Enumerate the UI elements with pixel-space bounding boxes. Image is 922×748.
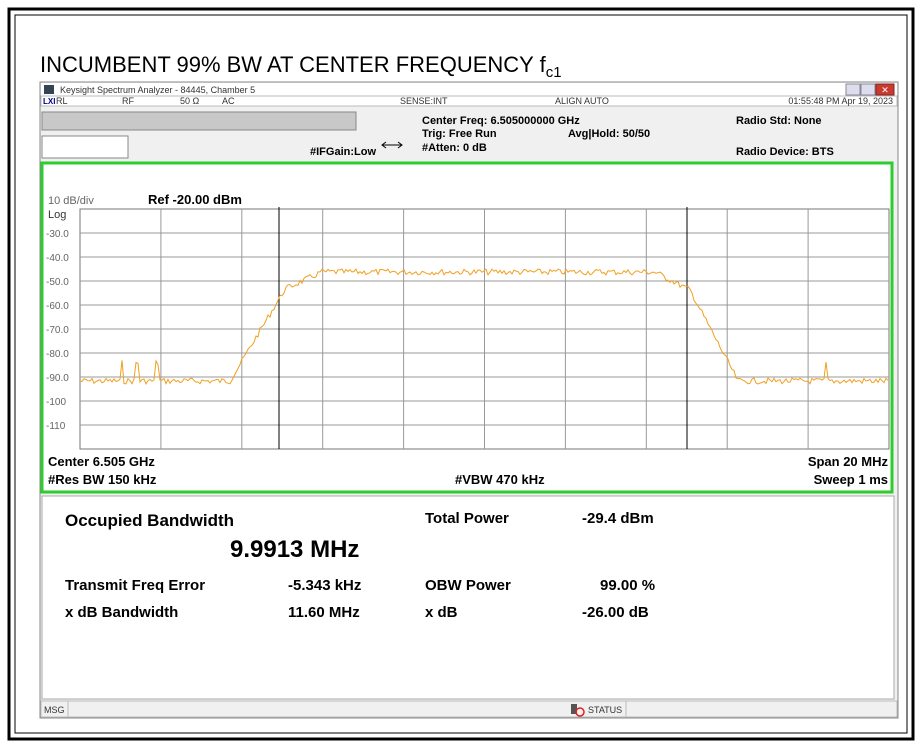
- status-rf: RF: [122, 96, 134, 106]
- restore-button[interactable]: [860, 83, 876, 96]
- spectrum-trace: [79, 268, 889, 385]
- xdb-bw-value: 11.60 MHz: [288, 604, 360, 621]
- status-rl: RL: [56, 96, 68, 106]
- obw-value: 9.9913 MHz: [230, 536, 359, 563]
- status-align: ALIGN AUTO: [555, 96, 609, 106]
- lxi-logo: LXI: [43, 97, 55, 106]
- radio-device: Radio Device: BTS: [736, 146, 834, 158]
- status-impedance: 50 Ω: [180, 96, 200, 106]
- y-label: -100: [46, 397, 66, 408]
- status-coupling: AC: [222, 96, 235, 106]
- app-icon: [44, 85, 54, 94]
- atten: #Atten: 0 dB: [422, 142, 487, 154]
- y-label: -50.0: [46, 277, 69, 288]
- xdb-value: -26.00 dB: [582, 604, 649, 621]
- title-bar: [41, 83, 897, 96]
- scale: 10 dB/div: [48, 195, 94, 207]
- center-label: Center 6.505 GHz: [48, 454, 155, 469]
- y-label: -60.0: [46, 301, 69, 312]
- total-power-value: -29.4 dBm: [582, 510, 654, 527]
- close-button[interactable]: [875, 83, 895, 96]
- status-clock: 01:55:48 PM Apr 19, 2023: [788, 96, 893, 106]
- vbw-label: #VBW 470 kHz: [455, 472, 545, 487]
- inner-frame: [14, 14, 908, 734]
- obw-power-value: 99.00 %: [600, 577, 655, 594]
- graticule: -30.0 -40.0 -50.0 -60.0 -70.0 -80.0 -90.0 -100 -…: [46, 208, 890, 450]
- window-title: Keysight Spectrum Analyzer - 84445, Cham…: [60, 85, 255, 95]
- input-box[interactable]: [41, 135, 129, 159]
- status-icon-mark: [575, 707, 585, 717]
- y-label: -80.0: [46, 349, 69, 360]
- if-gain: #IFGain:Low: [310, 146, 376, 158]
- y-label: -40.0: [46, 253, 69, 264]
- obw-label: Occupied Bandwidth: [65, 511, 234, 530]
- trigger-arrow: [381, 141, 403, 149]
- title-text: INCUMBENT 99% BW AT CENTER FREQUENCY f: [40, 52, 547, 77]
- xdb-label: x dB: [425, 604, 458, 621]
- log-label: Log: [48, 209, 66, 221]
- footer-bar: [40, 700, 898, 718]
- graph-panel: [40, 161, 894, 494]
- y-label: -70.0: [46, 325, 69, 336]
- avg-hold: Avg|Hold: 50/50: [568, 128, 650, 140]
- page-title: INCUMBENT 99% BW AT CENTER FREQUENCY fc1: [40, 52, 562, 81]
- radio-std: Radio Std: None: [736, 115, 822, 127]
- results-panel: [41, 495, 895, 700]
- sweep-label: Sweep 1 ms: [814, 472, 888, 487]
- trig: Trig: Free Run: [422, 128, 497, 140]
- res-bw-label: #Res BW 150 kHz: [48, 472, 157, 487]
- status-sense: SENSE:INT: [400, 96, 448, 106]
- freq-error-label: Transmit Freq Error: [65, 577, 205, 594]
- msg: MSG: [44, 705, 65, 715]
- input-field[interactable]: [41, 111, 357, 131]
- freq-error-value: -5.343 kHz: [288, 577, 361, 594]
- outer-frame: [7, 7, 915, 741]
- span-label: Span 20 MHz: [808, 454, 889, 469]
- y-label: -90.0: [46, 373, 69, 384]
- center-freq: Center Freq: 6.505000000 GHz: [422, 115, 580, 127]
- status: STATUS: [588, 705, 622, 715]
- status-row: [40, 95, 898, 107]
- xdb-bw-label: x dB Bandwidth: [65, 604, 178, 621]
- total-power-label: Total Power: [425, 510, 509, 527]
- obw-power-label: OBW Power: [425, 577, 511, 594]
- y-label: -110: [46, 421, 66, 432]
- close-x: ✕: [881, 85, 889, 95]
- status-icon: [571, 704, 577, 714]
- ref-level: Ref -20.00 dBm: [148, 192, 242, 207]
- title-subscript: c1: [546, 64, 562, 81]
- minimize-button[interactable]: [845, 83, 861, 96]
- y-label: -30.0: [46, 229, 69, 240]
